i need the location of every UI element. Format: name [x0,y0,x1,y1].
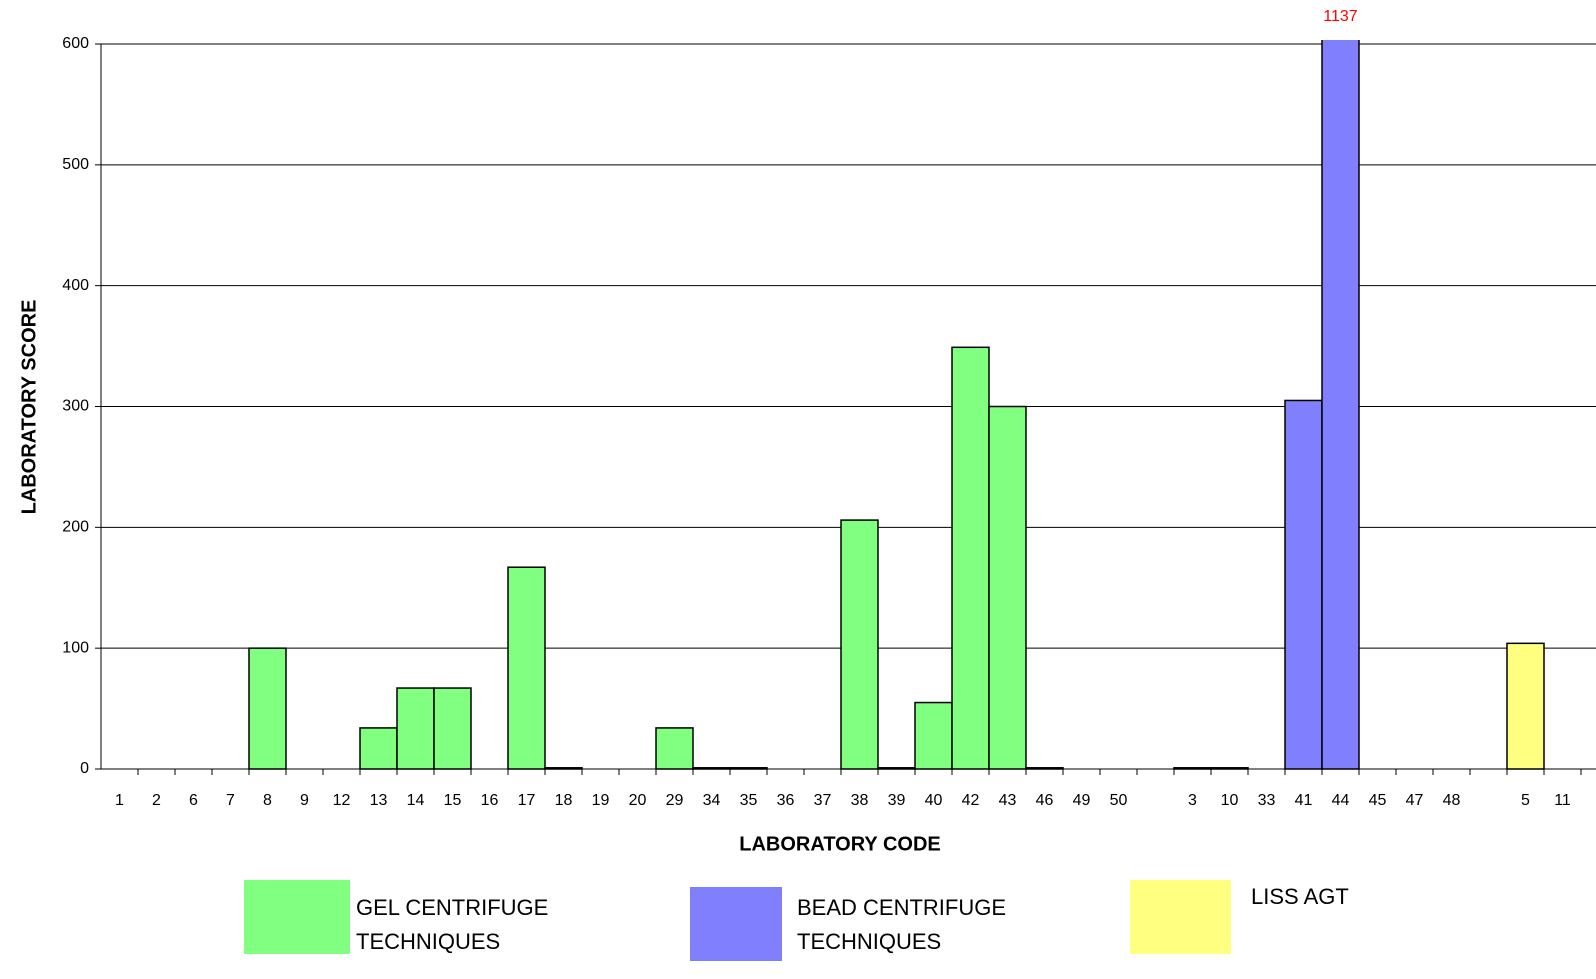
bar [396,687,435,770]
legend-label: BEAD CENTRIFUGE TECHNIQUES [797,895,1007,954]
x-tick-label: 40 [925,792,943,809]
x-tick-label: 13 [370,792,388,809]
x-tick-label: 39 [888,792,906,809]
x-tick-label: 42 [962,792,980,809]
bar [507,566,546,770]
x-tick-label: 17 [518,792,536,809]
x-tick-label: 36 [777,792,795,809]
x-axis-label: LABORATORY CODE [739,833,941,855]
legend-swatch [1130,880,1231,954]
x-tick-label: 9 [300,792,309,809]
x-tick-label: 5 [1521,792,1530,809]
x-tick-label: 43 [999,792,1017,809]
x-tick-label: 35 [740,792,758,809]
x-tick-label: 38 [851,792,869,809]
x-tick-label: 10 [1221,792,1239,809]
x-tick-label: 12 [333,792,351,809]
y-tick-label: 200 [62,519,89,536]
x-tick-label: 3 [1188,792,1197,809]
x-tick-label: 11 [1554,792,1571,809]
x-tick-label: 41 [1295,792,1313,809]
x-tick-label: 16 [481,792,499,809]
bar [359,727,398,770]
bar [1025,767,1064,770]
y-tick-label: 100 [62,639,89,656]
x-tick-label: 48 [1443,792,1461,809]
x-tick-label: 19 [592,792,610,809]
bar [1506,642,1545,770]
x-tick-label: 33 [1258,792,1276,809]
bar [1210,767,1249,770]
y-tick-label: 0 [80,760,89,777]
plot-area [248,40,1545,770]
bar [248,647,287,770]
bar [655,727,694,770]
bar [1173,767,1212,770]
bar [1321,40,1360,770]
bar [840,519,879,770]
x-tick-label: 46 [1036,792,1054,809]
x-tick-label: 44 [1332,792,1350,809]
x-tick-label: 8 [263,792,272,809]
data-label: 1137 [1323,8,1358,25]
bar [692,767,731,770]
bar [433,687,472,770]
x-tick-label: 50 [1110,792,1128,809]
x-tick-label: 1 [115,792,124,809]
x-tick-label: 20 [629,792,647,809]
x-tick-label: 49 [1073,792,1091,809]
bar [729,767,768,770]
bar [877,767,916,770]
legend-label: GEL CENTRIFUGE TECHNIQUES [356,895,549,954]
x-tick-label: 14 [407,792,425,809]
legend-label: LISS AGT [1251,884,1349,909]
x-tick-label: 18 [555,792,573,809]
bar [544,767,583,770]
x-tick-label: 6 [189,792,198,809]
y-tick-label: 400 [62,277,89,294]
x-tick-label: 34 [703,792,721,809]
legend-swatch [690,887,782,961]
bar [988,405,1027,770]
y-tick-label: 500 [62,156,89,173]
bar [914,701,953,770]
x-tick-label: 37 [814,792,832,809]
bar [1284,399,1323,770]
bar [951,346,990,770]
x-tick-label: 15 [444,792,462,809]
x-tick-label: 7 [226,792,235,809]
x-tick-label: 45 [1369,792,1387,809]
y-axis-label: LABORATORY SCORE [18,300,40,515]
x-tick-label: 2 [152,792,161,809]
legend-swatch [244,880,350,954]
x-tick-label: 47 [1406,792,1424,809]
y-tick-label: 600 [62,35,89,52]
x-tick-label: 29 [666,792,684,809]
y-tick-label: 300 [62,398,89,415]
